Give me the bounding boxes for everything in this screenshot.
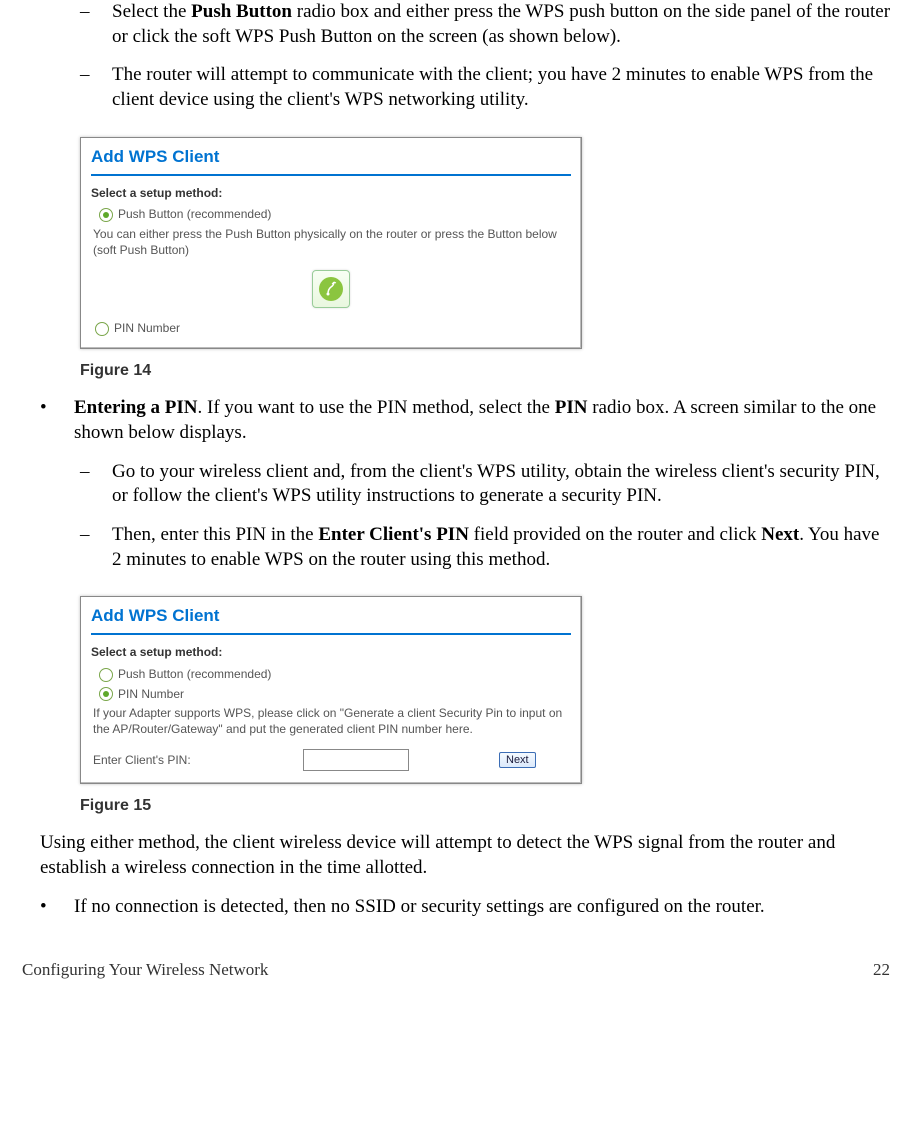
select-method-label: Select a setup method:: [81, 186, 581, 206]
bullet-marker: •: [40, 895, 74, 920]
figure-15: Add WPS Client Select a setup method: Pu…: [80, 596, 892, 817]
client-pin-input[interactable]: [303, 749, 409, 771]
instruction-text: Select the Push Button radio box and eit…: [112, 0, 892, 49]
instruction-item-communicate: – The router will attempt to communicate…: [80, 63, 892, 112]
instruction-item-push-button: – Select the Push Button radio box and e…: [80, 0, 892, 49]
radio-pin-number[interactable]: PIN Number: [81, 319, 581, 339]
dash-marker: –: [80, 460, 112, 509]
next-button[interactable]: Next: [499, 752, 536, 768]
footer-page-number: 22: [873, 959, 890, 981]
panel-rule: [91, 633, 571, 635]
radio-label: Push Button (recommended): [118, 207, 271, 223]
panel-title: Add WPS Client: [81, 597, 581, 629]
instruction-item-obtain-pin: – Go to your wireless client and, from t…: [80, 460, 892, 509]
closing-paragraph: Using either method, the client wireless…: [40, 831, 872, 880]
figure-caption: Figure 15: [80, 796, 892, 817]
radio-icon: [99, 208, 113, 222]
bullet-text: If no connection is detected, then no SS…: [74, 895, 892, 920]
wps-client-panel-push: Add WPS Client Select a setup method: Pu…: [80, 137, 582, 350]
instruction-text: Go to your wireless client and, from the…: [112, 460, 892, 509]
figure-caption: Figure 14: [80, 361, 892, 382]
instruction-item-enter-pin: – Then, enter this PIN in the Enter Clie…: [80, 523, 892, 572]
wps-soft-button-row: [81, 264, 581, 319]
page-footer: Configuring Your Wireless Network 22: [20, 959, 892, 991]
radio-push-button[interactable]: Push Button (recommended): [81, 665, 581, 685]
bullet-text: Entering a PIN. If you want to use the P…: [74, 396, 892, 445]
wps-icon: [319, 277, 343, 301]
dash-marker: –: [80, 523, 112, 572]
figure-14: Add WPS Client Select a setup method: Pu…: [80, 137, 892, 382]
push-button-description: You can either press the Push Button phy…: [81, 225, 581, 264]
select-method-label: Select a setup method:: [81, 645, 581, 665]
radio-icon: [99, 668, 113, 682]
bullet-marker: •: [40, 396, 74, 445]
instruction-text: Then, enter this PIN in the Enter Client…: [112, 523, 892, 572]
instruction-text: The router will attempt to communicate w…: [112, 63, 892, 112]
panel-rule: [91, 174, 571, 176]
footer-section-title: Configuring Your Wireless Network: [22, 959, 268, 981]
wps-soft-button[interactable]: [312, 270, 350, 308]
radio-pin-number[interactable]: PIN Number: [81, 685, 581, 705]
dash-marker: –: [80, 0, 112, 49]
radio-label: PIN Number: [114, 321, 180, 337]
panel-title: Add WPS Client: [81, 138, 581, 170]
bullet-entering-pin: • Entering a PIN. If you want to use the…: [40, 396, 892, 445]
radio-icon: [95, 322, 109, 336]
dash-marker: –: [80, 63, 112, 112]
bullet-no-connection: • If no connection is detected, then no …: [40, 895, 892, 920]
radio-label: PIN Number: [118, 687, 184, 703]
pin-field-label: Enter Client's PIN:: [93, 753, 303, 769]
radio-label: Push Button (recommended): [118, 667, 271, 683]
pin-description: If your Adapter supports WPS, please cli…: [81, 704, 581, 743]
wps-client-panel-pin: Add WPS Client Select a setup method: Pu…: [80, 596, 582, 784]
pin-entry-row: Enter Client's PIN: Next: [81, 743, 581, 773]
radio-icon: [99, 687, 113, 701]
radio-push-button[interactable]: Push Button (recommended): [81, 205, 581, 225]
